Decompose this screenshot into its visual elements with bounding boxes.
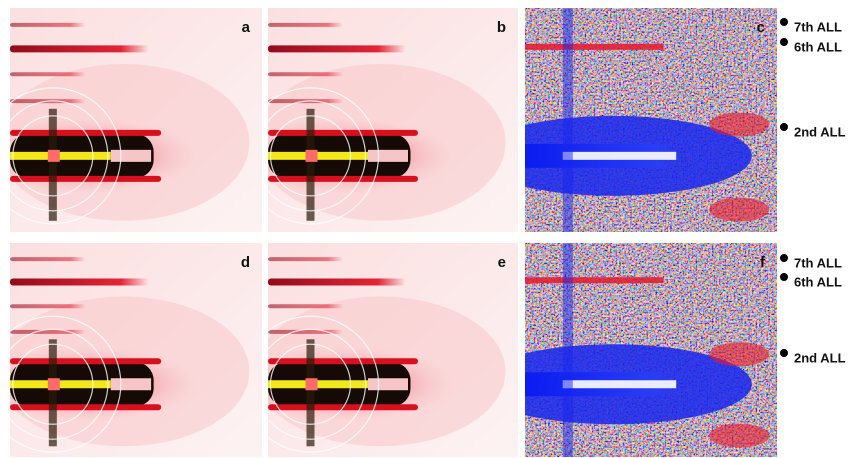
panel: a bbox=[10, 8, 262, 232]
ring bbox=[268, 328, 367, 440]
ring bbox=[10, 100, 109, 212]
red-streak bbox=[525, 43, 664, 50]
equator-core bbox=[368, 149, 408, 162]
red-patch bbox=[709, 112, 770, 137]
layer-line bbox=[268, 278, 406, 286]
marker-dot bbox=[780, 273, 788, 281]
meridian bbox=[562, 8, 573, 232]
meridian bbox=[48, 108, 57, 221]
beam-stop bbox=[305, 149, 318, 162]
layer-line bbox=[10, 45, 149, 53]
layer-line bbox=[10, 278, 149, 286]
ring bbox=[10, 315, 122, 453]
layer-line bbox=[268, 257, 343, 262]
layer-line bbox=[268, 304, 343, 309]
panel-label: a bbox=[242, 19, 251, 36]
ring bbox=[10, 328, 109, 440]
beam-stop bbox=[305, 378, 318, 391]
annotation: 2nd ALL bbox=[794, 124, 846, 139]
panel: e bbox=[268, 243, 518, 457]
red-patch bbox=[709, 197, 770, 222]
ring bbox=[12, 115, 94, 197]
layer-line bbox=[268, 22, 343, 27]
annotation: 7th ALL bbox=[794, 19, 842, 34]
equator-yellow bbox=[10, 151, 111, 160]
beam-stop bbox=[47, 149, 60, 162]
annotation: 7th ALL bbox=[794, 255, 842, 270]
panel-label: e bbox=[498, 254, 506, 271]
panel-label: d bbox=[241, 254, 250, 271]
annotation: 6th ALL bbox=[794, 39, 842, 54]
marker-dot bbox=[780, 123, 788, 131]
marker-dot bbox=[780, 349, 788, 357]
meridian bbox=[562, 243, 573, 457]
layer-line bbox=[268, 72, 343, 77]
marker-dot bbox=[780, 254, 788, 262]
layer-line bbox=[10, 22, 86, 27]
panel: c bbox=[525, 8, 777, 232]
ring bbox=[269, 343, 352, 425]
equator-core bbox=[110, 378, 152, 391]
beam-stop bbox=[47, 378, 60, 391]
red-streak bbox=[525, 277, 664, 284]
equator-yellow bbox=[268, 151, 368, 160]
ring bbox=[268, 100, 367, 212]
ring bbox=[10, 87, 122, 225]
layer-line bbox=[10, 257, 86, 262]
meridian bbox=[48, 339, 57, 447]
ring bbox=[269, 115, 352, 197]
equator-yellow bbox=[268, 380, 368, 389]
panel: b bbox=[268, 8, 518, 232]
meridian bbox=[306, 339, 315, 447]
layer-line bbox=[10, 72, 86, 77]
red-patch bbox=[709, 423, 770, 448]
ring bbox=[268, 87, 380, 225]
equator-core bbox=[110, 149, 152, 162]
marker-dot bbox=[780, 18, 788, 26]
panel: d bbox=[10, 243, 262, 457]
white-core bbox=[562, 151, 677, 160]
panel-label: c bbox=[757, 19, 765, 36]
equator-core bbox=[368, 378, 408, 391]
annotation: 2nd ALL bbox=[794, 350, 846, 365]
layer-line bbox=[10, 304, 86, 309]
layer-line bbox=[268, 45, 406, 53]
marker-dot bbox=[780, 38, 788, 46]
meridian bbox=[306, 108, 315, 221]
equator-yellow bbox=[10, 380, 111, 389]
ring bbox=[268, 315, 380, 453]
panel-label: f bbox=[760, 254, 766, 271]
annotation: 6th ALL bbox=[794, 274, 842, 289]
red-patch bbox=[709, 342, 770, 367]
panel-label: b bbox=[497, 19, 506, 36]
panel: f bbox=[525, 243, 777, 457]
white-core bbox=[562, 380, 677, 389]
ring bbox=[12, 343, 94, 425]
